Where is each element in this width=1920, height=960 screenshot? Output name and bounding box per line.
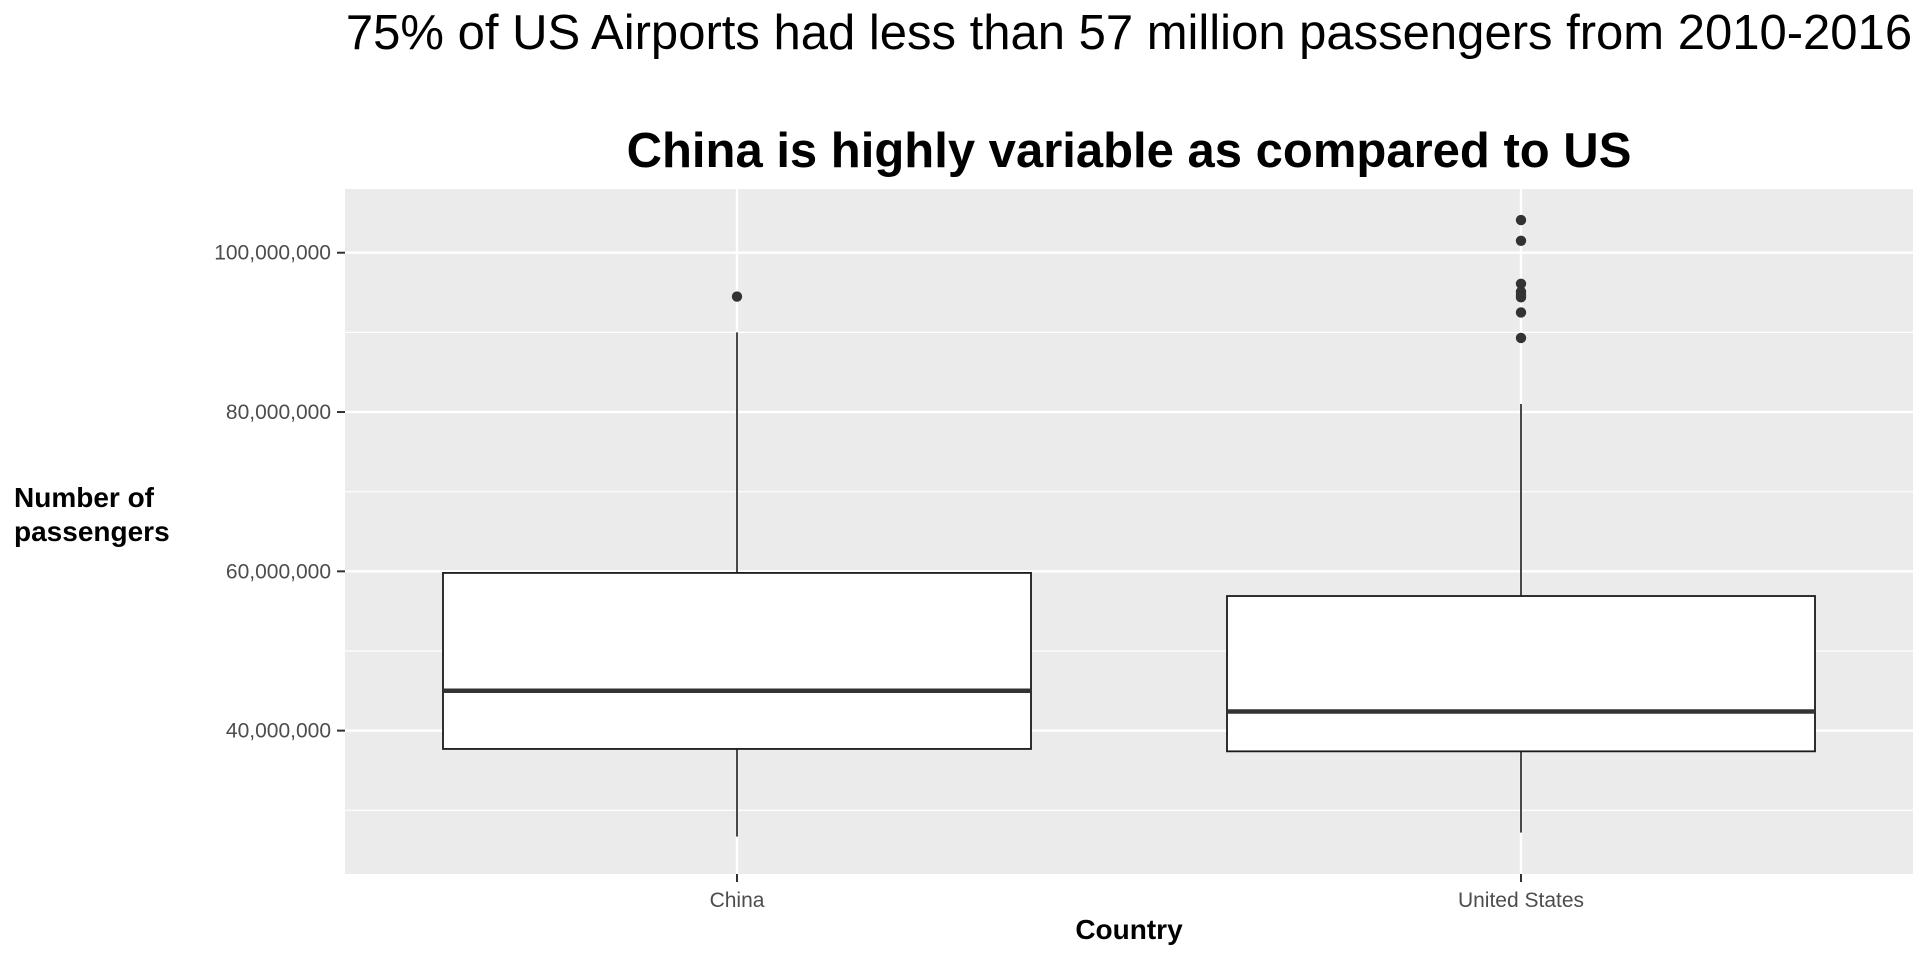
y-tick-label: 100,000,000 [214, 242, 331, 265]
outlier-point [1515, 278, 1527, 289]
outlier-point [1515, 307, 1527, 318]
outlier-point [731, 291, 743, 302]
y-axis-label: Number of passengers [14, 482, 170, 547]
y-tick-label: 60,000,000 [226, 560, 331, 583]
outlier-point [1515, 235, 1527, 246]
box-iqr [1226, 595, 1816, 753]
box-iqr [442, 572, 1032, 750]
outlier-point [1515, 214, 1527, 226]
plot-panel [345, 189, 1913, 874]
y-tick-label: 40,000,000 [226, 720, 331, 743]
chart-title: 75% of US Airports had less than 57 mill… [345, 6, 1913, 60]
outlier-point [1515, 292, 1527, 303]
x-tick-label: United States [1458, 889, 1584, 912]
chart-subtitle: China is highly variable as compared to … [626, 124, 1632, 178]
y-tick-label: 80,000,000 [226, 401, 331, 424]
outlier-point [1515, 332, 1527, 344]
x-tick-label: China [710, 889, 765, 912]
x-axis-label: Country [1075, 914, 1183, 945]
